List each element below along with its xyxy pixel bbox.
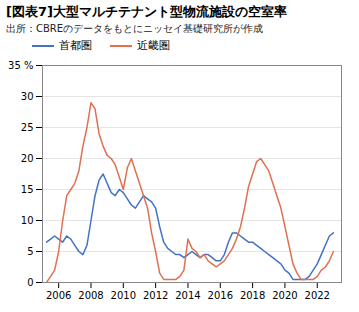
html-text:首都圏: 首都圏: [59, 39, 92, 52]
svg-text:2022: 2022: [305, 290, 330, 301]
svg-text:5: 5: [27, 246, 33, 257]
svg-text:35 %: 35 %: [8, 60, 33, 71]
svg-text:2018: 2018: [240, 290, 265, 301]
svg-text:15: 15: [21, 184, 34, 195]
svg-text:0: 0: [27, 277, 33, 288]
svg-text:2016: 2016: [208, 290, 233, 301]
html-text:近畿圏: 近畿圏: [137, 39, 170, 52]
svg-text:30: 30: [21, 91, 34, 102]
svg-text:2006: 2006: [46, 290, 71, 301]
svg-text:2012: 2012: [143, 290, 168, 301]
svg-text:20: 20: [21, 153, 34, 164]
html-text:出所：CBREのデータをもとにニッセイ基礎研究所が作成: 出所：CBREのデータをもとにニッセイ基礎研究所が作成: [6, 23, 264, 34]
svg-text:2014: 2014: [175, 290, 200, 301]
svg-text:2020: 2020: [272, 290, 297, 301]
svg-text:25: 25: [21, 122, 34, 133]
html-text:[図表7]大型マルチテナント型物流施設の空室率: [図表7]大型マルチテナント型物流施設の空室率: [6, 4, 287, 19]
svg-text:2010: 2010: [111, 290, 136, 301]
svg-text:10: 10: [21, 215, 34, 226]
svg-text:2008: 2008: [78, 290, 103, 301]
